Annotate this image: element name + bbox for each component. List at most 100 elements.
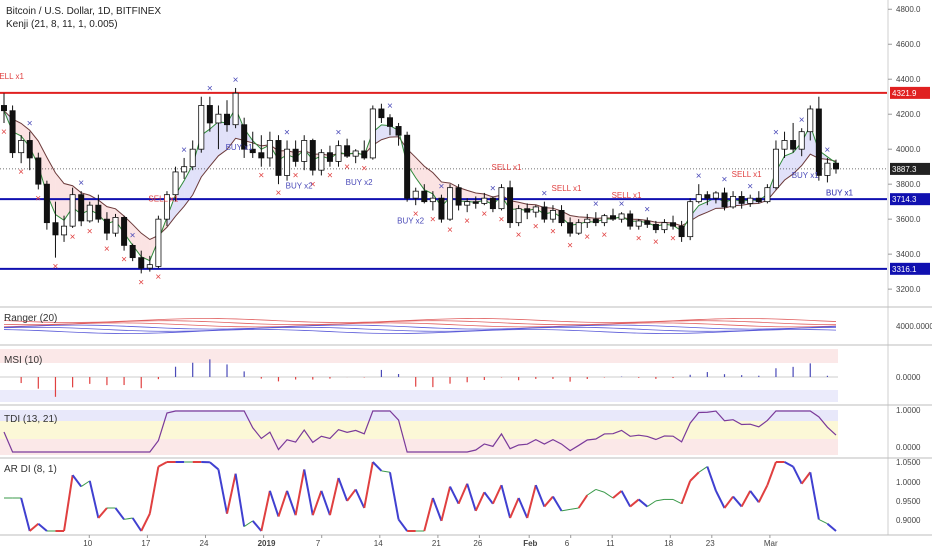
signal-label: BUY x1 — [226, 143, 254, 152]
candle-body — [628, 214, 633, 226]
candle-body — [224, 114, 229, 124]
candle-body — [482, 198, 487, 203]
x-tick-label: 10 — [83, 539, 92, 548]
candle-body — [585, 219, 590, 222]
signal-label: SELL x1 — [552, 184, 582, 193]
buy-marker: × — [207, 84, 213, 95]
buy-marker: × — [490, 183, 496, 194]
sell-marker: × — [121, 255, 127, 266]
sell-marker: × — [464, 216, 470, 227]
candle-body — [439, 198, 444, 219]
buy-marker: × — [438, 182, 444, 193]
candle-body — [396, 126, 401, 135]
candle-body — [293, 149, 298, 161]
buy-marker: × — [824, 145, 830, 156]
signal-label: BUY x1 — [792, 171, 820, 180]
candle-body — [199, 105, 204, 149]
sell-marker: × — [670, 234, 676, 245]
candle-body — [61, 226, 66, 235]
candle-body — [53, 223, 58, 235]
candle-body — [559, 210, 564, 222]
buy-marker: × — [696, 171, 702, 182]
signal-label: BUY x2 — [346, 178, 374, 187]
buy-marker: × — [284, 127, 290, 138]
candle-body — [593, 219, 598, 222]
sell-marker: × — [155, 272, 161, 283]
sell-marker: × — [18, 167, 24, 178]
candle-body — [130, 245, 135, 257]
signal-label: SELL x1 — [148, 195, 178, 204]
sell-marker: × — [601, 230, 607, 241]
sell-marker: × — [430, 214, 436, 225]
candle-body — [27, 140, 32, 157]
tdi-mid-band — [0, 421, 838, 439]
candle-body — [473, 202, 478, 204]
buy-marker: × — [27, 119, 33, 130]
ardi-tick-label: 1.0500 — [896, 458, 921, 467]
sell-marker: × — [1, 127, 7, 138]
buy-marker: × — [644, 204, 650, 215]
sell-marker: × — [344, 162, 350, 173]
y-tick-label: 3400.0 — [896, 250, 921, 259]
sell-marker: × — [87, 227, 93, 238]
buy-marker: × — [336, 127, 342, 138]
candle-body — [302, 140, 307, 161]
last-price-label: 3887.3 — [892, 165, 917, 174]
candle-body — [276, 140, 281, 175]
msi-panel-label: MSI (10) — [4, 355, 42, 366]
sell-marker: × — [533, 221, 539, 232]
candle-body — [542, 207, 547, 219]
candle-body — [233, 93, 238, 124]
candle-body — [182, 167, 187, 172]
candle-body — [825, 163, 830, 175]
candle-body — [121, 217, 126, 245]
buy-marker: × — [387, 101, 393, 112]
candle-body — [19, 140, 24, 152]
candle-body — [70, 195, 75, 226]
candle-body — [96, 205, 101, 219]
x-tick-label: 24 — [200, 539, 209, 548]
sell-marker: × — [481, 209, 487, 220]
candle-body — [705, 195, 710, 198]
x-tick-label: 21 — [432, 539, 441, 548]
candle-body — [430, 198, 435, 201]
indicator-label: Kenji (21, 8, 11, 1, 0.005) — [6, 19, 118, 30]
candle-body — [413, 191, 418, 198]
buy-marker: × — [619, 199, 625, 210]
candle-body — [773, 149, 778, 187]
x-tick-label: 17 — [141, 539, 150, 548]
ranger-tick-label: 4000.0000 — [896, 322, 932, 331]
candle-body — [636, 221, 641, 226]
candle-body — [139, 258, 144, 268]
candle-body — [808, 109, 813, 132]
sell-marker: × — [516, 230, 522, 241]
buy-marker: × — [130, 231, 136, 242]
msi-lower-band — [0, 390, 838, 402]
candle-body — [370, 109, 375, 158]
candle-body — [1, 105, 6, 110]
candle-body — [748, 198, 753, 203]
candle-body — [353, 151, 358, 156]
sell-marker: × — [498, 214, 504, 225]
y-tick-label: 4000.0 — [896, 145, 921, 154]
candle-body — [791, 140, 796, 149]
buy-marker: × — [773, 127, 779, 138]
sell-marker: × — [70, 232, 76, 243]
signal-label: SELL x1 — [0, 72, 24, 81]
y-tick-label: 4200.0 — [896, 110, 921, 119]
level-tag-label: 3714.3 — [892, 195, 917, 204]
buy-marker: × — [721, 175, 727, 186]
candle-body — [465, 202, 470, 205]
sell-marker: × — [636, 234, 642, 245]
candle-body — [525, 209, 530, 212]
y-tick-label: 3800.0 — [896, 180, 921, 189]
candle-body — [610, 216, 615, 219]
ranger-panel-label: Ranger (20) — [4, 313, 57, 324]
candle-body — [284, 149, 289, 175]
candle-body — [507, 188, 512, 223]
candle-body — [602, 216, 607, 223]
x-tick-label: 26 — [473, 539, 482, 548]
sell-marker: × — [567, 241, 573, 252]
